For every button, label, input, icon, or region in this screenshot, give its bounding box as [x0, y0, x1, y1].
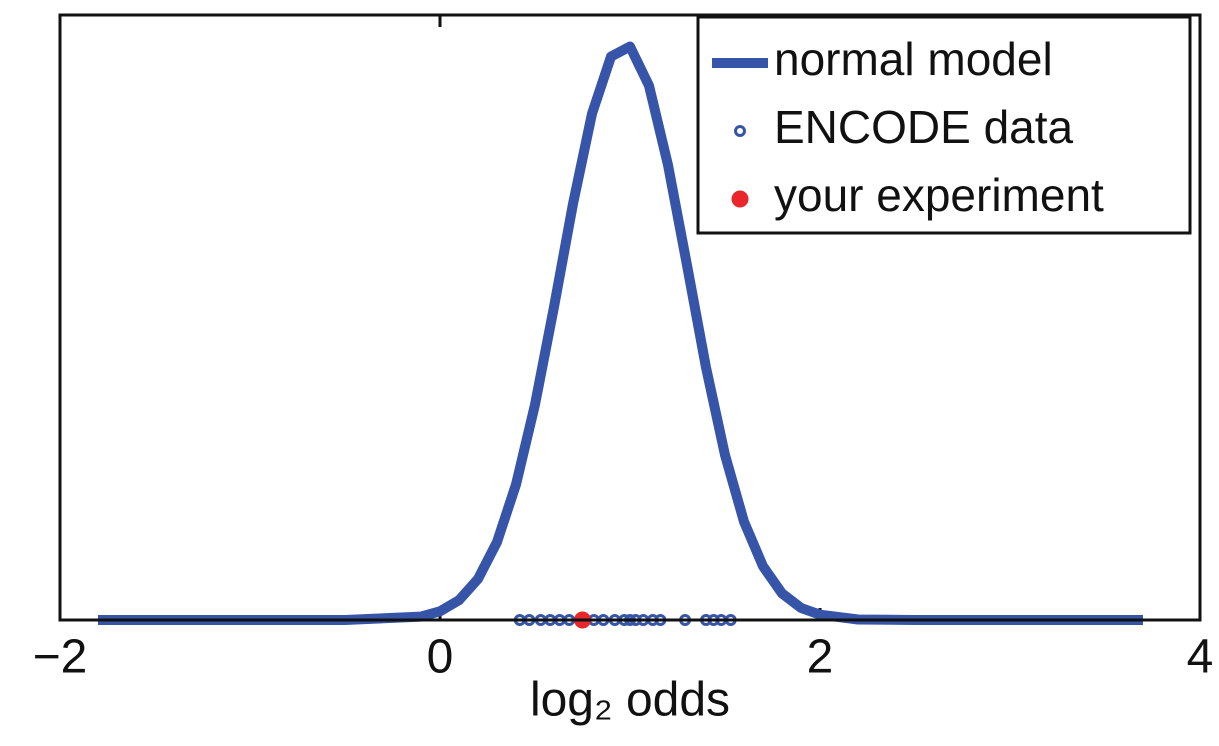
x-tick-label: 4 — [1187, 631, 1214, 684]
curve — [98, 41, 1143, 625]
legend-label: your experiment — [774, 169, 1104, 221]
plot-frame — [58, 13, 1202, 622]
x-tick-label: 2 — [807, 631, 834, 684]
legend-marker — [731, 190, 749, 208]
legend-label: normal model — [774, 33, 1053, 85]
legend-marker — [734, 125, 746, 137]
legend-label: ENCODE data — [774, 101, 1074, 153]
legend-box — [696, 15, 1192, 235]
x-axis-label: log₂ odds — [530, 674, 730, 727]
x-tick-label: 0 — [427, 631, 454, 684]
x-tick-label: −2 — [33, 631, 88, 684]
